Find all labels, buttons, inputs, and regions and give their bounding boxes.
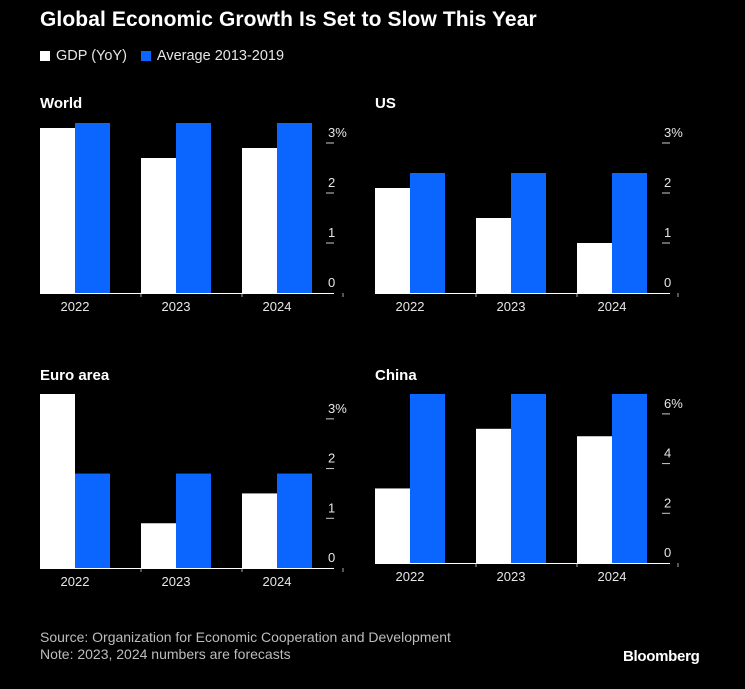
bar-euro-area-average-2023 (176, 473, 211, 568)
bar-euro-area-average-2022 (75, 473, 110, 568)
x-tick-label-euro-area-2022: 2022 (61, 574, 90, 589)
x-tick-label-world-2022: 2022 (61, 299, 90, 314)
y-tick-label-world-0: 0 (328, 275, 335, 290)
legend-swatch-average (140, 51, 151, 61)
legend-label-average: Average 2013-2019 (156, 48, 285, 64)
bar-china-average-2023 (511, 394, 546, 563)
y-tick-label-china-2: 4 (664, 446, 671, 461)
bar-world-average-2022 (75, 123, 110, 293)
y-tick-label-world-3: 3% (328, 125, 347, 140)
bar-china-average-2024 (612, 394, 647, 563)
y-tick-label-china-0: 0 (664, 545, 671, 560)
bar-euro-area-gdp-2023 (141, 523, 176, 568)
source-note: Source: Organization for Economic Cooper… (40, 629, 451, 645)
bar-euro-area-gdp-2022 (40, 394, 75, 568)
panel-title-world: World (40, 95, 82, 112)
bar-world-gdp-2024 (242, 148, 277, 293)
bar-china-gdp-2022 (375, 488, 410, 563)
y-tick-label-world-1: 1 (328, 225, 335, 240)
y-tick-label-euro-area-2: 2 (328, 451, 335, 466)
legend: GDP (YoY) Average 2013-2019 (40, 48, 298, 64)
x-tick-label-china-2023: 2023 (497, 569, 526, 584)
bar-us-average-2023 (511, 173, 546, 293)
bar-world-gdp-2022 (40, 128, 75, 293)
x-tick-label-us-2022: 2022 (396, 299, 425, 314)
x-tick-label-euro-area-2024: 2024 (263, 574, 292, 589)
y-tick-label-us-0: 0 (664, 275, 671, 290)
legend-label-gdp: GDP (YoY) (56, 48, 127, 64)
bar-world-gdp-2023 (141, 158, 176, 293)
bar-us-gdp-2023 (476, 218, 511, 293)
legend-item-gdp: GDP (YoY) (40, 48, 127, 64)
y-tick-label-euro-area-0: 0 (328, 550, 335, 565)
y-tick-label-euro-area-1: 1 (328, 500, 335, 515)
footer: Source: Organization for Economic Cooper… (40, 629, 451, 663)
x-tick-label-world-2023: 2023 (162, 299, 191, 314)
y-tick-label-china-3: 6% (664, 396, 683, 411)
x-tick-label-china-2022: 2022 (396, 569, 425, 584)
y-tick-label-world-2: 2 (328, 175, 335, 190)
bar-us-average-2022 (410, 173, 445, 293)
forecast-note: Note: 2023, 2024 numbers are forecasts (40, 646, 291, 662)
y-tick-label-us-3: 3% (664, 125, 683, 140)
bar-world-average-2024 (277, 123, 312, 293)
legend-swatch-gdp (40, 51, 50, 61)
bar-us-average-2024 (612, 173, 647, 293)
bar-world-average-2023 (176, 123, 211, 293)
x-tick-label-us-2023: 2023 (497, 299, 526, 314)
bar-china-average-2022 (410, 394, 445, 563)
bar-china-gdp-2024 (577, 436, 612, 563)
x-tick-label-us-2024: 2024 (598, 299, 627, 314)
y-tick-label-euro-area-3: 3% (328, 401, 347, 416)
chart-title: Global Economic Growth Is Set to Slow Th… (40, 8, 537, 31)
panel-title-us: US (375, 95, 396, 112)
x-tick-label-china-2024: 2024 (598, 569, 627, 584)
panel-title-euro-area: Euro area (40, 367, 110, 384)
bloomberg-logo: Bloomberg (623, 648, 700, 665)
panel-title-china: China (375, 367, 417, 384)
bar-euro-area-gdp-2024 (242, 493, 277, 568)
bar-us-gdp-2024 (577, 243, 612, 293)
bar-euro-area-average-2024 (277, 473, 312, 568)
x-tick-label-world-2024: 2024 (263, 299, 292, 314)
y-tick-label-us-2: 2 (664, 175, 671, 190)
y-tick-label-china-1: 2 (664, 495, 671, 510)
bar-us-gdp-2022 (375, 188, 410, 293)
legend-item-average: Average 2013-2019 (140, 48, 285, 64)
bar-china-gdp-2023 (476, 428, 511, 563)
y-tick-label-us-1: 1 (664, 225, 671, 240)
x-tick-label-euro-area-2023: 2023 (162, 574, 191, 589)
